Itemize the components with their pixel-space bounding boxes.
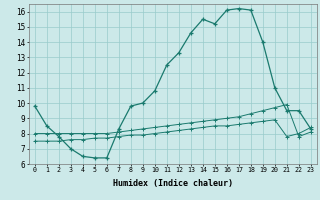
X-axis label: Humidex (Indice chaleur): Humidex (Indice chaleur): [113, 179, 233, 188]
